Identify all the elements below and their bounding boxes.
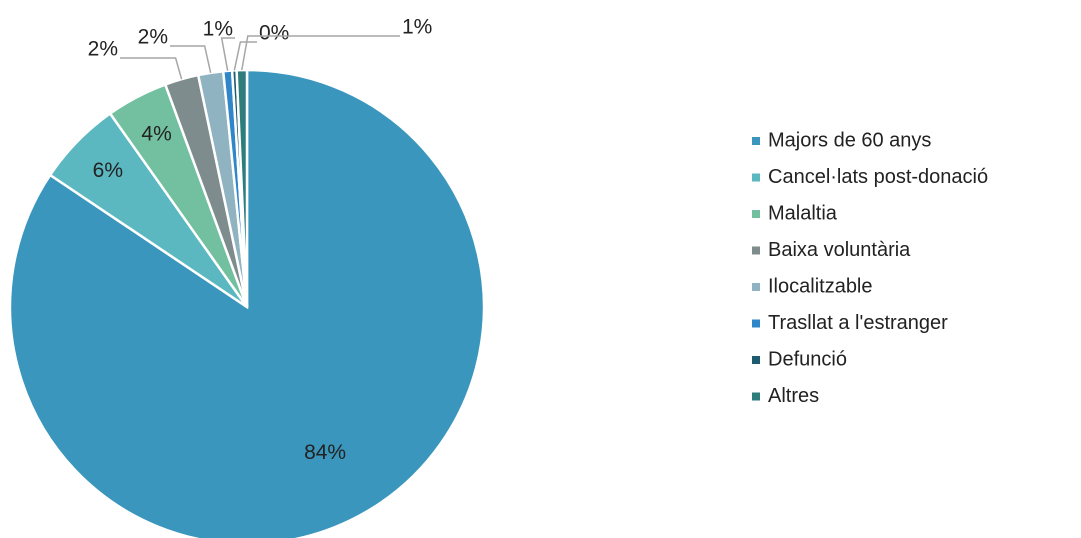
legend-label: Cancel·lats post-donació: [768, 166, 988, 188]
data-label: 4%: [141, 123, 171, 146]
leader-line: [220, 37, 235, 71]
legend-swatch: [752, 137, 760, 145]
data-label: 0%: [259, 22, 289, 45]
legend-label: Trasllat a l'estranger: [768, 312, 948, 334]
leader-line: [241, 35, 400, 71]
data-label: 84%: [304, 441, 346, 464]
legend-swatch: [752, 173, 760, 182]
legend-swatch: [752, 356, 760, 364]
legend-label: Baixa voluntària: [768, 239, 911, 261]
legend-label: Majors de 60 anys: [768, 129, 931, 151]
legend-swatch: [752, 246, 760, 255]
leader-line: [233, 41, 257, 71]
leader-line: [120, 57, 183, 80]
legend-swatch: [752, 210, 760, 218]
data-label: 1%: [402, 16, 432, 39]
legend-label: Altres: [768, 385, 819, 407]
legend-swatch: [752, 283, 760, 291]
leader-line: [170, 45, 212, 73]
legend-label: Defunció: [768, 348, 847, 370]
legend-swatch: [752, 319, 760, 328]
data-label: 2%: [138, 26, 168, 49]
data-label: 2%: [88, 38, 118, 61]
legend-label: Malaltia: [768, 202, 838, 224]
legend-swatch: [752, 392, 760, 401]
data-label: 1%: [203, 18, 233, 41]
data-label: 6%: [93, 159, 123, 182]
legend-label: Ilocalitzable: [768, 275, 873, 297]
